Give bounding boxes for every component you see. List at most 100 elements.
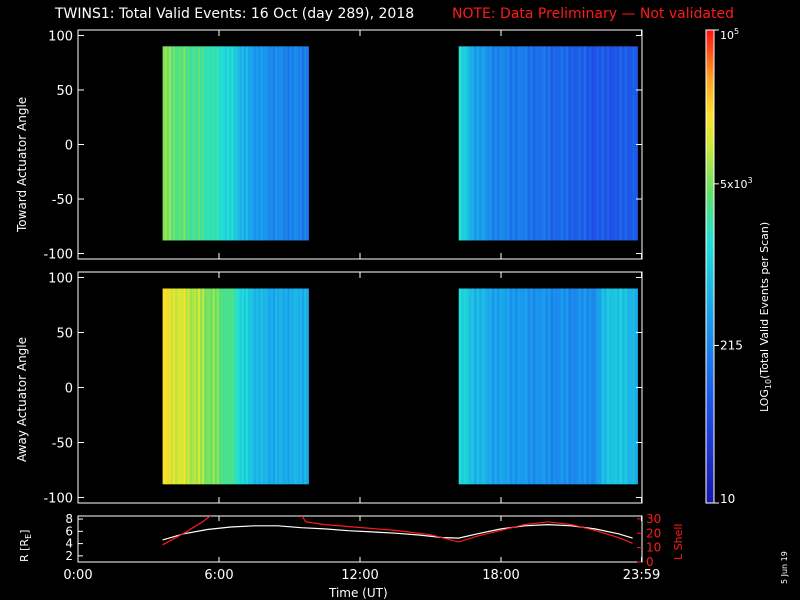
heatmap-column (264, 288, 268, 485)
heatmap-column (218, 288, 222, 485)
preliminary-note: NOTE: Data Preliminary — Not validated (452, 6, 734, 22)
heatmap-column (491, 46, 496, 241)
heatmap-column (287, 46, 291, 241)
heatmap-column (540, 46, 544, 241)
heatmap-column (632, 288, 636, 485)
heatmap-column (468, 46, 473, 241)
heatmap-column (222, 46, 226, 241)
heatmap-column (212, 46, 216, 241)
heatmap-column (512, 288, 516, 485)
heatmap-column (471, 288, 475, 485)
heatmap-column (563, 46, 567, 241)
heatmap-column (519, 288, 524, 485)
lshell-line (162, 516, 633, 546)
heatmap-column (173, 288, 176, 485)
heatmap-column (604, 46, 608, 241)
heatmap-column (252, 288, 255, 485)
heatmap-column (275, 288, 278, 485)
heatmap-column (208, 46, 212, 241)
heatmap-column (283, 288, 286, 485)
heatmap-column (629, 46, 633, 241)
heatmap-column (222, 288, 226, 485)
heatmap-column (254, 46, 257, 241)
heatmap-column (293, 288, 297, 485)
heatmap-column (604, 288, 608, 485)
heatmap-column (624, 46, 628, 241)
heatmap-column (560, 46, 564, 241)
x-tick-label: 12:00 (341, 568, 378, 583)
heatmap-column (489, 288, 493, 485)
heatmap-column (499, 46, 503, 241)
heatmap-column (609, 46, 613, 241)
heatmap-column (200, 46, 203, 241)
heatmap-column (525, 46, 529, 241)
heatmap-column (504, 46, 508, 241)
heatmap-column (183, 46, 187, 241)
heatmap-column (616, 288, 621, 485)
heatmap-column (568, 288, 572, 485)
date-stamp: 5 Jun 19 (780, 551, 789, 584)
heatmap-column (197, 288, 201, 485)
heatmap-column (177, 288, 180, 485)
heatmap-column (214, 288, 218, 485)
heatmap-column (164, 288, 168, 485)
y-tick-label: 4 (65, 537, 73, 551)
heatmap-column (481, 46, 485, 241)
heatmap-column (175, 46, 178, 241)
heatmap-column (281, 46, 284, 241)
y-tick-label: 0 (65, 382, 73, 397)
heatmap-column (281, 288, 284, 485)
orbit-y-axis-label-right: L Shell (672, 523, 685, 560)
y-tick-label-right: 20 (646, 526, 661, 540)
heatmap-column (245, 288, 249, 485)
heatmap-column (519, 46, 524, 241)
heatmap-column (229, 288, 232, 485)
heatmap-column (509, 46, 513, 241)
heatmap-column (214, 46, 218, 241)
heatmap-column (499, 288, 503, 485)
away-heatmap (162, 288, 638, 485)
heatmap-column (241, 288, 245, 485)
heatmap-column (614, 46, 618, 241)
heatmap-column (525, 288, 529, 485)
heatmap-column (304, 46, 307, 241)
heatmap-column (289, 288, 293, 485)
orbit-lines (162, 516, 633, 546)
heatmap-column (210, 46, 214, 241)
y-tick-label: -50 (52, 437, 73, 452)
heatmap-column (517, 288, 521, 485)
heatmap-column (458, 288, 462, 485)
heatmap-column (573, 288, 577, 485)
x-tick-label: 23:59 (623, 568, 660, 583)
y-tick-label: -50 (52, 193, 73, 208)
heatmap-column (302, 288, 305, 485)
heatmap-column (461, 288, 465, 485)
colorbar-label: LOG10(Total Valid Events per Scan) (758, 221, 774, 412)
heatmap-column (272, 288, 276, 485)
heatmap-column (168, 46, 172, 241)
heatmap-column (512, 46, 516, 241)
heatmap-column (258, 288, 262, 485)
heatmap-column (558, 288, 562, 485)
heatmap-column (185, 46, 189, 241)
heatmap-column (200, 288, 203, 485)
heatmap-column (489, 46, 493, 241)
heatmap-column (287, 288, 291, 485)
heatmap-column (578, 288, 582, 485)
heatmap-column (537, 288, 541, 485)
away-y-ticks: 100 50 0 -50 -100 (43, 272, 642, 507)
y-tick-label: 100 (48, 272, 73, 287)
heatmap-column (484, 288, 488, 485)
heatmap-column (537, 46, 541, 241)
heatmap-column (285, 288, 289, 485)
heatmap-column (471, 46, 475, 241)
x-tick-label: 6:00 (204, 568, 233, 583)
heatmap-column (233, 288, 237, 485)
heatmap-column (593, 46, 598, 241)
heatmap-column (262, 46, 266, 241)
heatmap-column (530, 288, 534, 485)
heatmap-column (291, 46, 295, 241)
heatmap-column (247, 46, 251, 241)
toward-x-ticks (77, 30, 643, 259)
